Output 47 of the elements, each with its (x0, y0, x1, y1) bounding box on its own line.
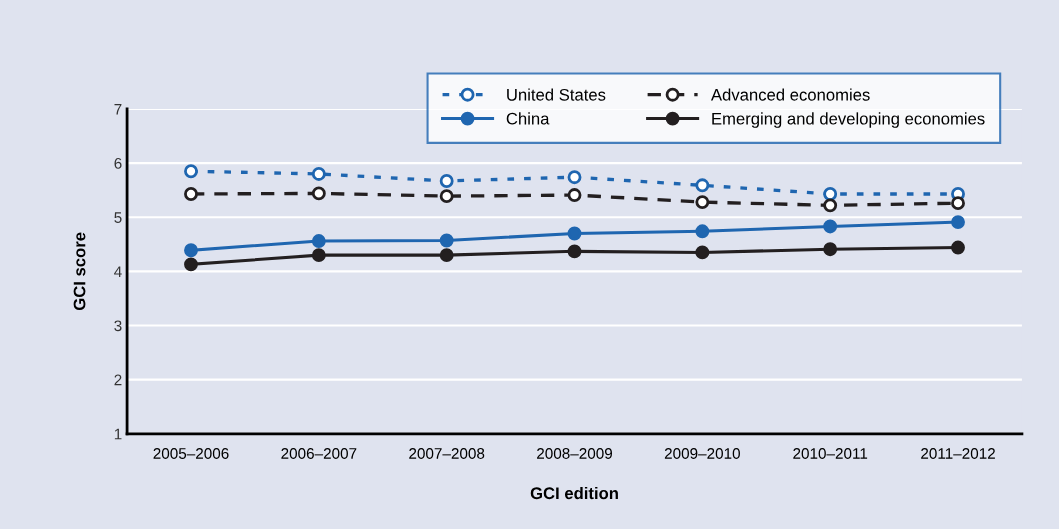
point (567, 244, 582, 259)
point (311, 248, 326, 263)
point (823, 187, 838, 201)
y-tick-label: 5 (114, 212, 122, 223)
legend-label: China (506, 112, 550, 125)
x-tick-label: 2011–2012 (921, 448, 995, 459)
legend-label: Advanced economies (710, 88, 870, 101)
point (695, 245, 710, 260)
legend-label: United States (507, 88, 606, 101)
point (567, 170, 582, 185)
point (439, 174, 454, 188)
point (823, 219, 838, 234)
point (311, 166, 326, 181)
point (951, 240, 965, 255)
point (951, 215, 965, 230)
point (439, 189, 454, 204)
y-axis-title: GCI score (73, 232, 86, 311)
point (184, 257, 198, 272)
x-tick-label: 2007–2008 (409, 448, 485, 459)
point (184, 243, 198, 258)
point (567, 226, 582, 241)
x-tick-label: 2006–2007 (281, 448, 357, 459)
y-tick-label: 7 (114, 104, 122, 115)
x-tick-label: 2005–2006 (153, 448, 229, 459)
y-tick-label: 4 (114, 266, 122, 277)
y-tick-label: 1 (114, 428, 122, 440)
point (311, 186, 326, 201)
point (695, 178, 710, 193)
x-tick-label: 2010–2011 (793, 448, 868, 459)
point (567, 188, 582, 202)
point (439, 233, 454, 248)
x-tick-label: 2008–2009 (537, 448, 613, 459)
point (823, 198, 838, 213)
y-tick-label: 2 (114, 374, 122, 386)
legend-label: Emerging and developing economies (712, 112, 985, 128)
point (184, 187, 198, 201)
point (823, 242, 838, 257)
point (184, 164, 198, 179)
point (311, 234, 326, 249)
point (439, 248, 454, 263)
point (951, 196, 965, 211)
y-tick-label: 3 (114, 320, 122, 332)
point (695, 195, 710, 210)
x-axis-title: GCI edition (530, 486, 618, 500)
x-tick-label: 2009–2010 (664, 448, 740, 459)
point (695, 224, 710, 239)
y-tick-label: 6 (114, 157, 122, 169)
